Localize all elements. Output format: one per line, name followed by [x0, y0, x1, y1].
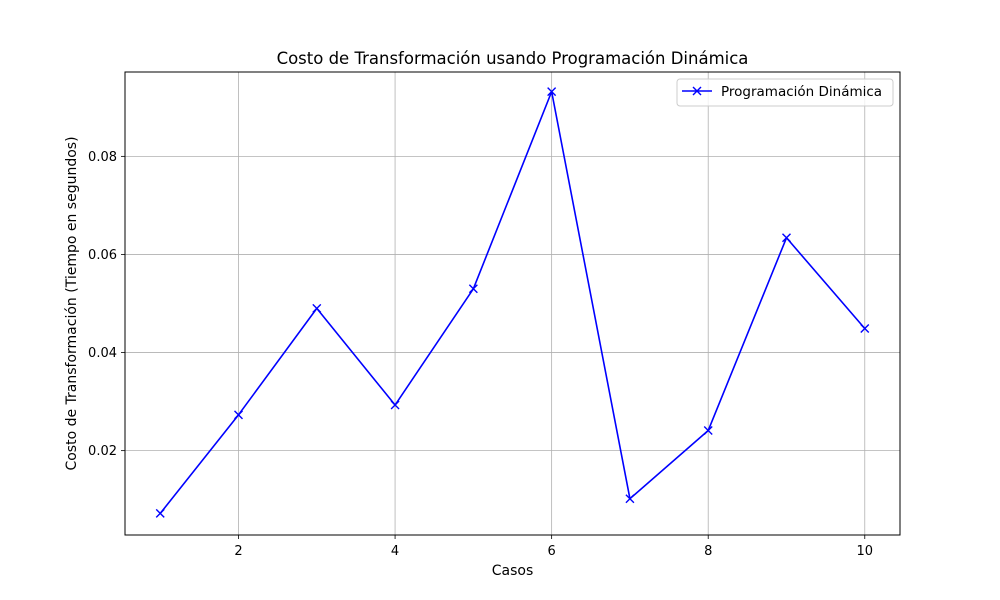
data-point-marker — [468, 284, 478, 294]
data-point-marker — [625, 494, 635, 504]
data-point-marker — [155, 508, 165, 518]
y-axis-label: Costo de Transformación (Tiempo en segun… — [64, 136, 80, 470]
marker-stroke — [625, 494, 635, 504]
chart-title: Costo de Transformación usando Programac… — [277, 49, 749, 68]
grid-layer — [125, 72, 900, 535]
legend-box — [676, 78, 894, 107]
marker-stroke — [390, 400, 400, 410]
x-tick-label: 2 — [234, 544, 242, 559]
data-point-marker — [234, 410, 244, 420]
data-point-marker — [312, 303, 322, 313]
x-tick-label: 10 — [856, 544, 873, 559]
y-tick-label: 0.06 — [88, 248, 117, 263]
legend-entry-label: Programación Dinámica — [721, 84, 882, 100]
x-tick-label: 4 — [391, 544, 399, 559]
ticks-layer: 2 4 6 8 10 0.02 0.04 0.06 0.08 — [88, 150, 873, 559]
data-point-marker — [547, 87, 557, 97]
x-tick-label: 6 — [548, 544, 556, 559]
series-layer — [155, 87, 870, 518]
marker-stroke — [703, 426, 713, 436]
y-tick-label: 0.08 — [88, 150, 117, 165]
plot-area-frame — [124, 71, 901, 536]
marker-stroke — [781, 233, 791, 243]
marker-stroke — [860, 324, 870, 334]
series-line — [159, 90, 866, 514]
marker-stroke — [468, 284, 478, 294]
data-point-marker — [860, 324, 870, 334]
marker-stroke — [155, 508, 165, 518]
y-tick-label: 0.04 — [88, 346, 117, 361]
marker-stroke — [234, 410, 244, 420]
marker-stroke — [312, 303, 322, 313]
legend: Programación Dinámica — [676, 78, 894, 107]
data-point-marker — [781, 233, 791, 243]
marker-stroke — [692, 86, 702, 96]
data-point-marker — [703, 426, 713, 436]
y-tick-label: 0.02 — [88, 444, 117, 459]
x-axis-label: Casos — [492, 563, 534, 579]
x-tick-label: 8 — [704, 544, 712, 559]
marker-stroke — [547, 87, 557, 97]
legend-marker-x — [692, 86, 702, 96]
data-point-marker — [390, 400, 400, 410]
